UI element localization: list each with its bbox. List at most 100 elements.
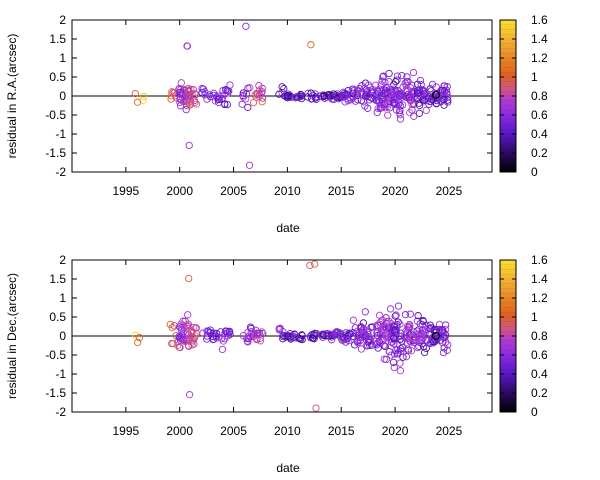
data-point: [413, 327, 421, 335]
data-point: [185, 87, 193, 95]
data-point: [247, 324, 255, 333]
data-point: [394, 350, 402, 358]
data-point: [357, 332, 365, 341]
colorbar-tick-label: 0.2: [531, 146, 548, 160]
data-point: [167, 92, 175, 100]
data-point: [391, 312, 399, 320]
data-point: [414, 312, 422, 320]
colorbar-tick-label: 0.4: [531, 367, 548, 381]
x-axis-label: date: [276, 221, 300, 235]
data-point: [381, 89, 389, 98]
data-point: [279, 331, 287, 339]
x-tick-label: 2025: [436, 424, 463, 438]
colorbar-tick-label: 0.6: [531, 348, 548, 362]
data-point: [320, 92, 328, 100]
data-point: [419, 317, 427, 325]
data-point: [438, 338, 447, 347]
data-point: [402, 353, 411, 361]
data-point: [416, 76, 425, 85]
data-point: [203, 95, 211, 103]
data-point: [131, 89, 139, 98]
data-point: [166, 320, 174, 329]
x-tick-label: 2020: [382, 424, 409, 438]
colorbar-tick-label: 0: [531, 405, 538, 419]
data-point: [349, 316, 358, 324]
data-point: [373, 328, 382, 336]
x-tick-label: 1995: [112, 184, 139, 198]
x-tick-label: 2005: [220, 184, 247, 198]
data-point: [406, 322, 414, 330]
data-point: [396, 320, 404, 328]
data-point: [390, 334, 398, 343]
data-point: [407, 347, 416, 355]
data-point: [432, 83, 440, 91]
data-point: [415, 86, 423, 94]
data-point: [251, 91, 259, 99]
data-point: [255, 81, 263, 90]
data-point: [401, 331, 410, 339]
colorbar-tick-label: 1.6: [531, 253, 548, 267]
data-point: [444, 98, 452, 106]
data-point: [184, 320, 193, 328]
data-point: [312, 404, 320, 412]
data-point: [401, 311, 410, 319]
data-point: [192, 324, 200, 332]
data-point: [259, 329, 267, 338]
data-point: [394, 90, 403, 98]
data-point: [390, 363, 398, 372]
colorbar-tick-label: 0.2: [531, 386, 548, 400]
colorbar-tick-label: 0.8: [531, 329, 548, 343]
data-point: [392, 77, 400, 86]
data-point: [393, 76, 401, 84]
y-tick-label: -0.5: [45, 348, 66, 362]
ra-colorbar: 0 0.2 0.4 0.6 0.8 1 1.2 1.4 1.6: [499, 13, 548, 179]
data-point: [311, 94, 320, 102]
data-point: [219, 86, 227, 95]
data-point: [134, 338, 142, 347]
data-point: [184, 88, 193, 96]
data-point: [427, 87, 435, 95]
colorbar-tick-label: 0.6: [531, 108, 548, 122]
data-point: [307, 89, 315, 97]
data-point: [439, 348, 448, 357]
data-point: [420, 348, 429, 357]
data-point: [219, 337, 228, 345]
data-point: [204, 327, 212, 335]
data-point: [360, 85, 368, 93]
data-point: [275, 324, 283, 333]
data-point: [212, 332, 220, 341]
data-point: [215, 95, 223, 104]
data-point: [386, 305, 395, 313]
data-point: [384, 111, 392, 119]
data-point: [323, 330, 331, 338]
data-point: [394, 87, 402, 95]
colorbar-tick-label: 0: [531, 165, 538, 179]
data-point: [176, 98, 184, 107]
data-point: [392, 311, 400, 319]
data-point: [368, 323, 377, 331]
data-point: [415, 101, 424, 110]
data-point: [253, 330, 262, 338]
data-point: [308, 331, 316, 339]
data-point: [308, 94, 316, 103]
data-point: [415, 109, 424, 117]
data-point: [402, 81, 410, 90]
ra-plot-area: -2 -1.5 -1 -0.5 0 0.5 1 1.5 2 1995 2000 2005 2010 201…: [45, 13, 493, 198]
x-tick-label: 2020: [382, 184, 409, 198]
data-point: [333, 328, 341, 336]
data-point: [392, 106, 401, 114]
data-point: [394, 302, 403, 310]
data-point: [244, 84, 252, 92]
colorbar-tick-label: 1.6: [531, 13, 548, 27]
data-point: [317, 331, 326, 339]
data-point: [396, 359, 404, 367]
data-point: [375, 311, 384, 319]
data-point: [374, 97, 383, 105]
y-tick-label: 2: [59, 253, 66, 267]
data-point: [258, 94, 267, 102]
data-point: [182, 106, 190, 114]
colorbar-tick-label: 1: [531, 70, 538, 84]
data-point: [381, 342, 390, 351]
colorbar-tick-label: 1: [531, 310, 538, 324]
data-point: [183, 42, 191, 50]
